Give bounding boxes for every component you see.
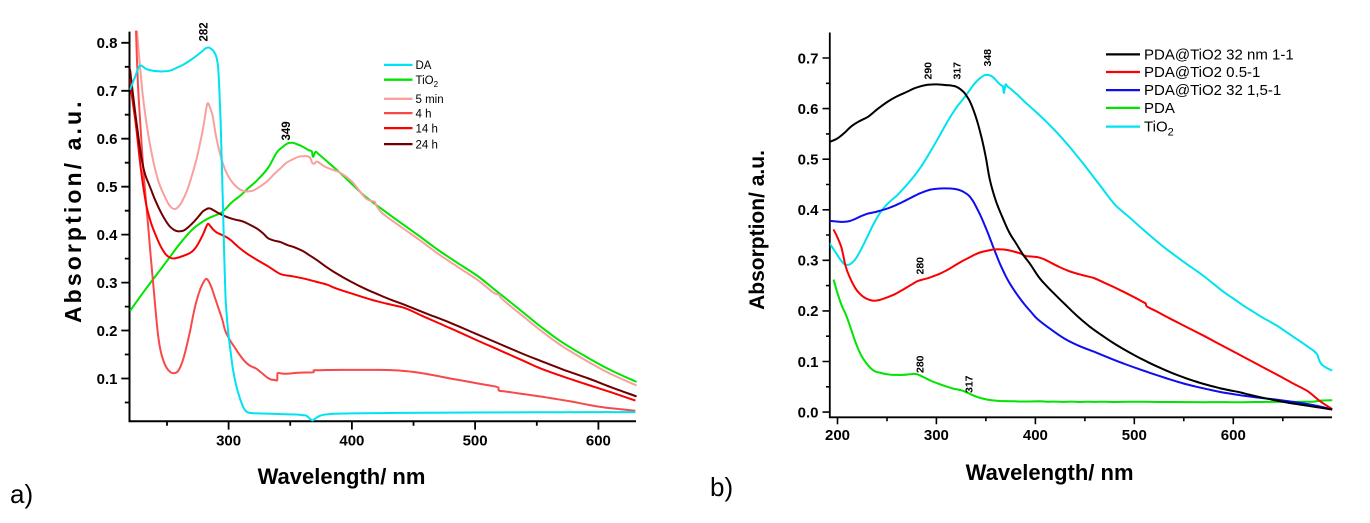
svg-text:TiO2: TiO2 [416, 75, 439, 89]
svg-text:0.6: 0.6 [97, 131, 118, 148]
svg-text:PDA@TiO2 0.5-1: PDA@TiO2 0.5-1 [1144, 64, 1260, 81]
svg-text:600: 600 [1221, 427, 1246, 444]
svg-text:317: 317 [964, 375, 976, 393]
svg-text:14 h: 14 h [416, 123, 438, 135]
svg-text:348: 348 [982, 49, 994, 67]
svg-text:0.7: 0.7 [97, 83, 118, 100]
svg-text:0.7: 0.7 [798, 50, 819, 67]
svg-text:Absorption/ a.u.: Absorption/ a.u. [746, 150, 769, 310]
svg-text:600: 600 [586, 432, 611, 449]
svg-text:PDA: PDA [1144, 100, 1175, 117]
svg-text:317: 317 [952, 62, 964, 80]
svg-text:349: 349 [281, 121, 293, 140]
svg-text:5 min: 5 min [416, 94, 444, 106]
svg-text:280: 280 [915, 355, 927, 373]
svg-text:24 h: 24 h [416, 139, 438, 151]
svg-text:0.5: 0.5 [97, 179, 118, 196]
svg-text:0.3: 0.3 [97, 275, 118, 292]
svg-text:300: 300 [924, 427, 949, 444]
svg-text:200: 200 [825, 427, 850, 444]
svg-text:400: 400 [339, 432, 364, 449]
svg-text:PDA@TiO2 32 1,5-1: PDA@TiO2 32 1,5-1 [1144, 82, 1281, 99]
svg-text:DA: DA [416, 60, 432, 72]
svg-text:0.4: 0.4 [798, 202, 820, 219]
svg-text:0.2: 0.2 [97, 323, 118, 340]
svg-text:282: 282 [198, 22, 210, 41]
svg-text:280: 280 [915, 257, 927, 275]
svg-text:Wavelength/ nm: Wavelength/ nm [966, 460, 1134, 485]
svg-text:a): a) [10, 479, 33, 509]
svg-text:0.5: 0.5 [798, 152, 819, 169]
svg-text:0.1: 0.1 [97, 371, 118, 388]
svg-text:0.3: 0.3 [798, 253, 819, 270]
svg-text:500: 500 [463, 432, 488, 449]
svg-text:300: 300 [216, 432, 241, 449]
svg-text:0.2: 0.2 [798, 303, 819, 320]
svg-text:b): b) [710, 472, 733, 502]
svg-text:TiO2: TiO2 [1144, 119, 1174, 139]
svg-text:0.4: 0.4 [97, 227, 119, 244]
svg-text:0.0: 0.0 [798, 404, 819, 421]
svg-text:Absorption/ a.u.: Absorption/ a.u. [60, 98, 86, 323]
svg-text:0.1: 0.1 [798, 354, 819, 371]
svg-text:400: 400 [1023, 427, 1048, 444]
svg-text:Wavelength/ nm: Wavelength/ nm [258, 464, 426, 489]
svg-text:4 h: 4 h [416, 108, 432, 120]
svg-text:0.6: 0.6 [798, 101, 819, 118]
svg-text:PDA@TiO2 32 nm 1-1: PDA@TiO2 32 nm 1-1 [1144, 46, 1294, 63]
svg-text:500: 500 [1122, 427, 1147, 444]
svg-text:0.8: 0.8 [97, 35, 118, 52]
svg-text:290: 290 [923, 62, 935, 80]
